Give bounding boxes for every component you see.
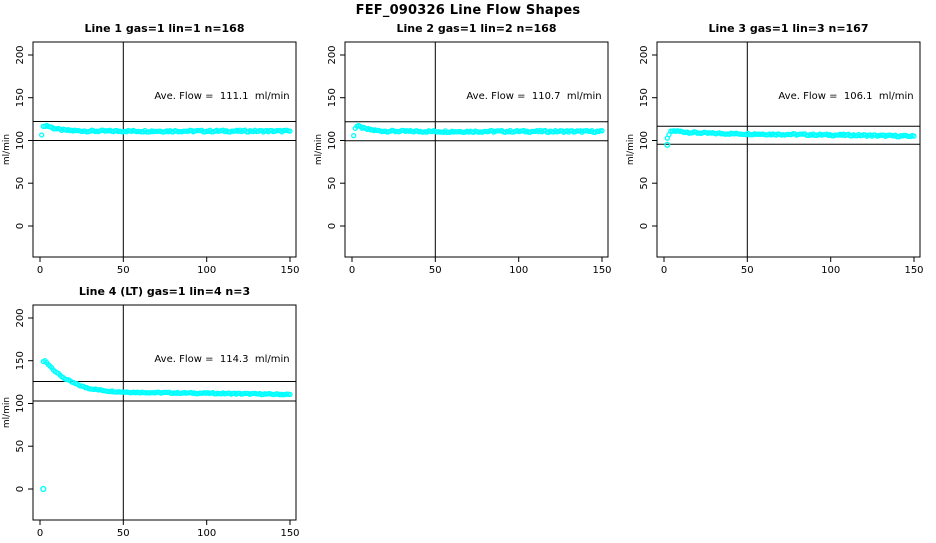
svg-text:100: 100 <box>639 131 650 150</box>
svg-text:0: 0 <box>15 223 26 229</box>
svg-text:50: 50 <box>15 440 26 453</box>
svg-text:150: 150 <box>592 265 611 276</box>
svg-text:Ave. Flow = 106.1 ml/min: Ave. Flow = 106.1 ml/min <box>778 91 913 102</box>
svg-text:100: 100 <box>197 528 216 539</box>
svg-text:ml/min: ml/min <box>314 134 324 165</box>
svg-text:100: 100 <box>509 265 528 276</box>
svg-text:150: 150 <box>15 88 26 107</box>
svg-text:0: 0 <box>639 223 650 229</box>
svg-text:50: 50 <box>639 177 650 190</box>
panel-title-line-1: Line 1 gas=1 lin=1 n=168 <box>84 22 245 35</box>
panel-line-4: 0 50 100 150 0 50 100 150 200 ml/min Ave. Flow = 1… <box>0 283 312 543</box>
svg-text:ml/min: ml/min <box>626 134 636 165</box>
panel-title-line-4: Line 4 (LT) gas=1 lin=4 n=3 <box>78 285 251 298</box>
figure-title: FEF_090326 Line Flow Shapes <box>355 3 581 18</box>
svg-text:0: 0 <box>327 223 338 229</box>
svg-text:150: 150 <box>280 528 299 539</box>
svg-text:Ave. Flow = 111.1 ml/min: Ave. Flow = 111.1 ml/min <box>154 91 289 102</box>
panel-line-1: 0 50 100 150 0 50 100 150 200 ml/min Ave. Flow = 1… <box>0 20 312 280</box>
panel-title-line-2: Line 2 gas=1 lin=2 n=168 <box>396 22 557 35</box>
plot-line-4: 0 50 100 150 0 50 100 150 200 ml/min Ave. Flow = 1… <box>2 304 300 539</box>
svg-text:100: 100 <box>821 265 840 276</box>
svg-text:50: 50 <box>15 177 26 190</box>
svg-text:50: 50 <box>327 177 338 190</box>
svg-text:Ave. Flow = 110.7 ml/min: Ave. Flow = 110.7 ml/min <box>466 91 601 102</box>
panel-title-line-3: Line 3 gas=1 lin=3 n=167 <box>708 22 869 35</box>
svg-text:150: 150 <box>327 88 338 107</box>
panel-line-2: 0 50 100 150 0 50 100 150 200 ml/min Ave. Flow = 1… <box>312 20 624 280</box>
svg-text:200: 200 <box>15 45 26 64</box>
svg-text:150: 150 <box>639 88 650 107</box>
svg-text:ml/min: ml/min <box>2 134 12 165</box>
svg-text:Ave. Flow = 114.3 ml/min: Ave. Flow = 114.3 ml/min <box>154 354 289 365</box>
svg-text:100: 100 <box>15 394 26 413</box>
svg-text:ml/min: ml/min <box>2 397 12 428</box>
svg-text:100: 100 <box>197 265 216 276</box>
plot-line-2: 0 50 100 150 0 50 100 150 200 ml/min Ave. Flow = 1… <box>314 41 612 276</box>
svg-text:100: 100 <box>15 131 26 150</box>
svg-text:0: 0 <box>37 528 43 539</box>
svg-text:0: 0 <box>37 265 43 276</box>
svg-text:0: 0 <box>349 265 355 276</box>
svg-text:50: 50 <box>117 528 130 539</box>
svg-text:50: 50 <box>429 265 442 276</box>
svg-text:150: 150 <box>904 265 923 276</box>
svg-text:200: 200 <box>327 45 338 64</box>
svg-text:50: 50 <box>741 265 754 276</box>
plot-line-1: 0 50 100 150 0 50 100 150 200 ml/min Ave. Flow = 1… <box>2 41 300 276</box>
svg-text:0: 0 <box>15 486 26 492</box>
svg-text:50: 50 <box>117 265 130 276</box>
svg-text:200: 200 <box>639 45 650 64</box>
svg-text:150: 150 <box>15 351 26 370</box>
plot-line-3: 0 50 100 150 0 50 100 150 200 ml/min Ave. Flow = 1… <box>626 41 924 276</box>
svg-text:150: 150 <box>280 265 299 276</box>
svg-text:200: 200 <box>15 308 26 327</box>
svg-text:0: 0 <box>661 265 667 276</box>
panel-line-3: 0 50 100 150 0 50 100 150 200 ml/min Ave. Flow = 1… <box>624 20 936 280</box>
svg-text:100: 100 <box>327 131 338 150</box>
